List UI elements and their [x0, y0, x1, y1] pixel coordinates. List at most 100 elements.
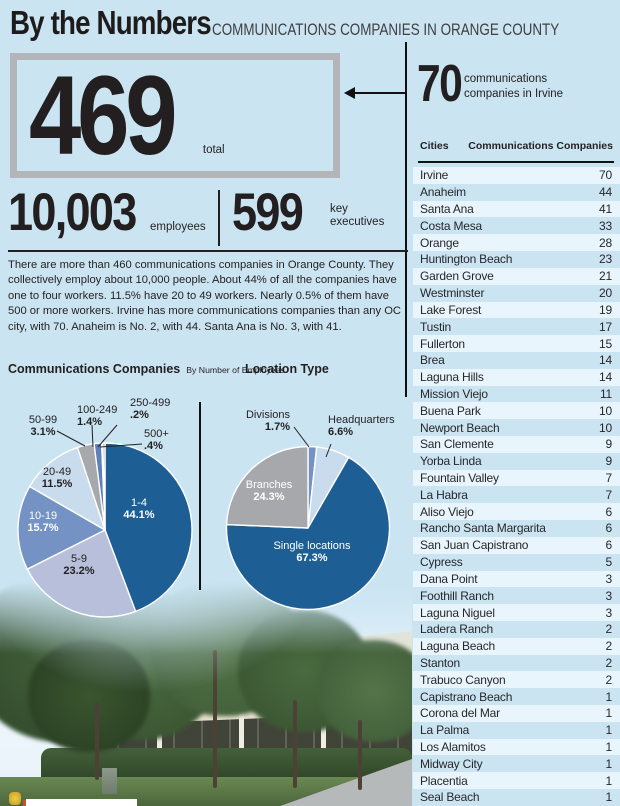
city-name: Capistrano Beach	[420, 689, 513, 704]
city-count: 23	[599, 252, 612, 267]
table-row: Laguna Hills 14	[413, 368, 620, 386]
pie2-label-branches: Branches 24.3%	[245, 479, 293, 503]
city-count: 1	[605, 756, 613, 771]
city-name: Orange	[420, 235, 459, 250]
pie-slice-10-19	[17, 485, 106, 570]
table-row: Aliso Viejo 6	[413, 503, 620, 521]
table-row: Brea 14	[413, 352, 620, 369]
city-count: 41	[599, 202, 612, 217]
executives-value: 599	[232, 183, 304, 242]
tree	[318, 640, 412, 742]
city-name: Seal Beach	[420, 790, 480, 805]
city-name: Mission Viejo	[420, 386, 488, 401]
table-row: Fullerton 15	[413, 335, 620, 352]
table-row: Newport Beach 10	[413, 419, 620, 436]
page-subtitle: COMMUNICATIONS COMPANIES IN ORANGE COUNT…	[212, 20, 560, 39]
pie1-label-5-9: 5-9 23.2%	[63, 553, 95, 577]
pie1-label-1-4: 1-4 44.1%	[123, 497, 155, 521]
city-count: 11	[599, 386, 612, 401]
city-name: La Habra	[420, 487, 468, 502]
city-name: Laguna Hills	[420, 370, 484, 385]
city-count: 7	[605, 471, 613, 486]
city-name: San Clemente	[420, 437, 494, 452]
city-name: La Palma	[420, 723, 470, 738]
tree-trunk	[95, 702, 99, 780]
city-count: 1	[605, 740, 613, 755]
pie-slice-5-9	[26, 529, 137, 618]
city-count: 3	[605, 605, 613, 620]
total-value: 469	[29, 52, 178, 178]
table-row: Lake Forest 19	[413, 301, 620, 319]
table-row: Cypress 5	[413, 554, 620, 571]
city-name: Newport Beach	[420, 420, 500, 435]
pie-chart-employees	[17, 442, 193, 618]
city-name: Tustin	[420, 319, 452, 334]
table-row: La Habra 7	[413, 486, 620, 503]
chart-section-divider	[199, 402, 201, 590]
pie1-label-50-99: 50-99 3.1%	[28, 414, 58, 438]
table-row: Garden Grove 21	[413, 267, 620, 285]
table-row: La Palma 1	[413, 722, 620, 739]
callout-arrow-head-icon	[344, 87, 355, 99]
city-count: 3	[605, 571, 613, 586]
table-row: Stanton 2	[413, 655, 620, 672]
pie-slice-branches	[225, 445, 309, 529]
city-name: Rancho Santa Margarita	[420, 521, 546, 536]
table-row: Westminster 20	[413, 285, 620, 302]
city-name: Buena Park	[420, 403, 481, 418]
city-count: 10	[599, 420, 612, 435]
pie-slice-500-	[102, 442, 106, 531]
city-name: Costa Mesa	[420, 218, 483, 233]
city-name: Trabuco Canyon	[420, 672, 506, 687]
city-name: Midway City	[420, 756, 483, 771]
table-row: Costa Mesa 33	[413, 217, 620, 234]
table-row: Seal Beach 1	[413, 789, 620, 806]
table-row: Laguna Niguel 3	[413, 604, 620, 621]
city-count: 19	[599, 302, 612, 317]
callout-arrow-line	[354, 92, 406, 94]
city-count: 6	[605, 538, 613, 553]
city-name: Fountain Valley	[420, 471, 499, 486]
city-name: Foothill Ranch	[420, 588, 494, 603]
table-row: Anaheim 44	[413, 184, 620, 201]
city-count: 6	[605, 521, 613, 536]
table-row: Yorba Linda 9	[413, 453, 620, 470]
page-title: By the Numbers	[10, 4, 212, 41]
city-count: 10	[599, 403, 612, 418]
city-name: Santa Ana	[420, 202, 474, 217]
city-name: Stanton	[420, 655, 460, 670]
city-count: 33	[599, 218, 612, 233]
table-header-cities: Cities	[420, 140, 449, 152]
table-row: Laguna Beach 2	[413, 637, 620, 655]
city-count: 44	[599, 185, 612, 200]
city-count: 6	[605, 504, 613, 519]
fire-hydrant	[9, 792, 21, 805]
caption-mark	[23, 800, 26, 806]
city-name: Anaheim	[420, 185, 466, 200]
table-row: Midway City 1	[413, 755, 620, 772]
city-name: Placentia	[420, 773, 468, 788]
executives-label: key executives	[330, 203, 385, 228]
table-row: Mission Viejo 11	[413, 386, 620, 403]
city-count: 15	[599, 336, 612, 351]
employees-label: employees	[150, 221, 206, 233]
table-row: Corona del Mar 1	[413, 705, 620, 722]
tree-trunk	[358, 720, 362, 790]
city-name: Aliso Viejo	[420, 504, 474, 519]
city-name: Los Alamitos	[420, 740, 486, 755]
table-header-count: Communications Companies	[468, 140, 613, 152]
city-name: Lake Forest	[420, 302, 482, 317]
table-row: Trabuco Canyon 2	[413, 671, 620, 689]
city-name: Laguna Beach	[420, 639, 496, 654]
pie1-label-100-249: 100-249 1.4%	[77, 404, 118, 428]
table-row: Fountain Valley 7	[413, 469, 620, 487]
table-row: Placentia 1	[413, 772, 620, 790]
table-row: Orange 28	[413, 234, 620, 252]
pie2-title: Location Type	[245, 362, 329, 376]
city-name: Yorba Linda	[420, 454, 482, 469]
city-name: Westminster	[420, 286, 485, 301]
pie1-label-250-499: 250-499.2%	[130, 397, 171, 421]
pie-slice-1-4	[104, 442, 193, 613]
pie2-label-divisions: Divisions 1.7%	[245, 409, 290, 433]
monument-sign	[102, 768, 117, 794]
